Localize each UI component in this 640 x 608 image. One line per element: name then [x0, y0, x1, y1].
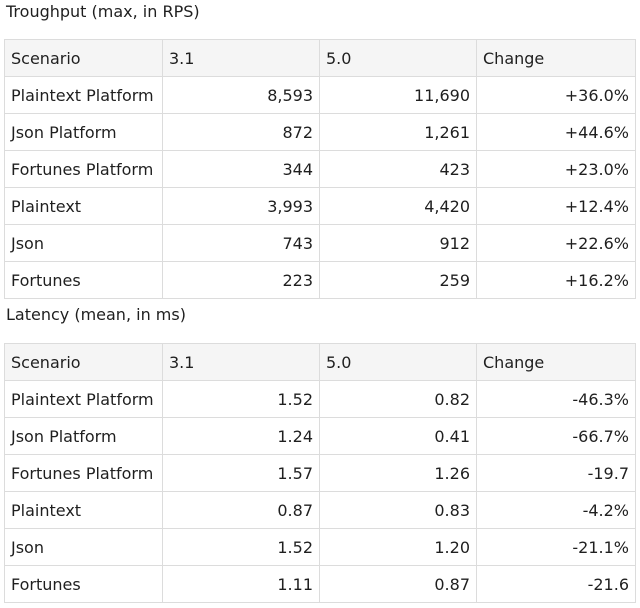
value-3-1-cell: 1.11 — [162, 565, 320, 603]
value-5-0-cell: 0.82 — [319, 380, 477, 418]
value-3-1-cell: 223 — [162, 261, 320, 299]
change-cell: -21.1% — [476, 528, 636, 566]
column-header-version-3-1: 3.1 — [162, 343, 320, 381]
value-3-1-cell: 8,593 — [162, 76, 320, 114]
value-5-0-cell: 259 — [319, 261, 477, 299]
table-row: Json Platform 872 1,261 +44.6% — [4, 113, 636, 151]
scenario-cell: Json Platform — [4, 417, 163, 455]
scenario-cell: Json Platform — [4, 113, 163, 151]
value-3-1-cell: 344 — [162, 150, 320, 188]
latency-table: Scenario 3.1 5.0 Change Plaintext Platfo… — [4, 343, 636, 603]
table-row: Plaintext 0.87 0.83 -4.2% — [4, 491, 636, 529]
table-row: Fortunes 1.11 0.87 -21.6 — [4, 565, 636, 603]
change-cell: +23.0% — [476, 150, 636, 188]
table-row: Fortunes Platform 344 423 +23.0% — [4, 150, 636, 188]
change-cell: -21.6 — [476, 565, 636, 603]
scenario-cell: Fortunes — [4, 565, 163, 603]
table-row: Plaintext Platform 8,593 11,690 +36.0% — [4, 76, 636, 114]
value-5-0-cell: 423 — [319, 150, 477, 188]
scenario-cell: Fortunes Platform — [4, 454, 163, 492]
change-cell: -19.7 — [476, 454, 636, 492]
table-header-row: Scenario 3.1 5.0 Change — [4, 39, 636, 77]
change-cell: -4.2% — [476, 491, 636, 529]
value-3-1-cell: 1.52 — [162, 528, 320, 566]
value-3-1-cell: 3,993 — [162, 187, 320, 225]
change-cell: +36.0% — [476, 76, 636, 114]
value-3-1-cell: 0.87 — [162, 491, 320, 529]
value-5-0-cell: 4,420 — [319, 187, 477, 225]
change-cell: -46.3% — [476, 380, 636, 418]
value-5-0-cell: 1,261 — [319, 113, 477, 151]
table-row: Fortunes Platform 1.57 1.26 -19.7 — [4, 454, 636, 492]
table-row: Plaintext Platform 1.52 0.82 -46.3% — [4, 380, 636, 418]
column-header-version-5-0: 5.0 — [319, 39, 477, 77]
change-cell: +16.2% — [476, 261, 636, 299]
value-3-1-cell: 872 — [162, 113, 320, 151]
value-3-1-cell: 1.24 — [162, 417, 320, 455]
table-row: Plaintext 3,993 4,420 +12.4% — [4, 187, 636, 225]
change-cell: -66.7% — [476, 417, 636, 455]
value-5-0-cell: 912 — [319, 224, 477, 262]
scenario-cell: Fortunes — [4, 261, 163, 299]
scenario-cell: Plaintext — [4, 187, 163, 225]
change-cell: +22.6% — [476, 224, 636, 262]
value-3-1-cell: 1.52 — [162, 380, 320, 418]
scenario-cell: Json — [4, 528, 163, 566]
table-row: Json 1.52 1.20 -21.1% — [4, 528, 636, 566]
column-header-version-5-0: 5.0 — [319, 343, 477, 381]
value-5-0-cell: 1.20 — [319, 528, 477, 566]
table-row: Fortunes 223 259 +16.2% — [4, 261, 636, 299]
scenario-cell: Plaintext Platform — [4, 76, 163, 114]
value-5-0-cell: 1.26 — [319, 454, 477, 492]
value-5-0-cell: 0.87 — [319, 565, 477, 603]
scenario-cell: Json — [4, 224, 163, 262]
column-header-scenario: Scenario — [4, 343, 163, 381]
value-3-1-cell: 743 — [162, 224, 320, 262]
table-row: Json Platform 1.24 0.41 -66.7% — [4, 417, 636, 455]
column-header-change: Change — [476, 39, 636, 77]
value-5-0-cell: 11,690 — [319, 76, 477, 114]
throughput-table: Scenario 3.1 5.0 Change Plaintext Platfo… — [4, 39, 636, 299]
column-header-scenario: Scenario — [4, 39, 163, 77]
table-header-row: Scenario 3.1 5.0 Change — [4, 343, 636, 381]
value-5-0-cell: 0.83 — [319, 491, 477, 529]
value-3-1-cell: 1.57 — [162, 454, 320, 492]
scenario-cell: Plaintext Platform — [4, 380, 163, 418]
scenario-cell: Plaintext — [4, 491, 163, 529]
throughput-section-title: Troughput (max, in RPS) — [6, 2, 200, 21]
column-header-change: Change — [476, 343, 636, 381]
value-5-0-cell: 0.41 — [319, 417, 477, 455]
change-cell: +12.4% — [476, 187, 636, 225]
scenario-cell: Fortunes Platform — [4, 150, 163, 188]
table-row: Json 743 912 +22.6% — [4, 224, 636, 262]
change-cell: +44.6% — [476, 113, 636, 151]
column-header-version-3-1: 3.1 — [162, 39, 320, 77]
latency-section-title: Latency (mean, in ms) — [6, 305, 186, 324]
